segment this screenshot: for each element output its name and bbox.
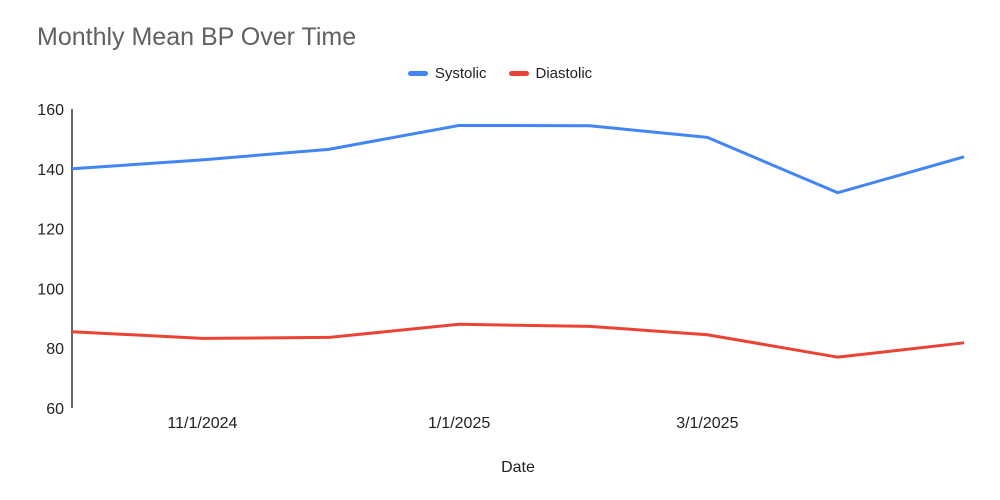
y-tick-label: 120 [37,222,64,239]
legend-item-systolic[interactable]: Systolic [407,65,487,82]
y-tick-label: 80 [46,341,64,358]
series-line-systolic[interactable] [71,123,965,195]
systolic-swatch-icon [407,71,428,76]
x-axis-title: Date [501,459,535,476]
series-line-diastolic[interactable] [71,322,965,359]
x-tick-label: 11/1/2024 [167,415,237,432]
y-tick-label: 160 [37,102,64,119]
y-tick-label: 100 [37,281,64,298]
legend-label-diastolic: Diastolic [535,65,593,82]
legend-label-systolic: Systolic [434,65,487,82]
y-tick-label: 60 [46,401,64,418]
x-tick-label: 1/1/2025 [428,415,490,432]
x-tick-label: 3/1/2025 [676,415,738,432]
legend-item-diastolic[interactable]: Diastolic [508,65,593,82]
y-tick-label: 140 [37,162,64,179]
chart-title: Monthly Mean BP Over Time [37,23,357,51]
diastolic-swatch-icon [508,71,529,76]
legend: Systolic Diastolic [0,65,1000,82]
